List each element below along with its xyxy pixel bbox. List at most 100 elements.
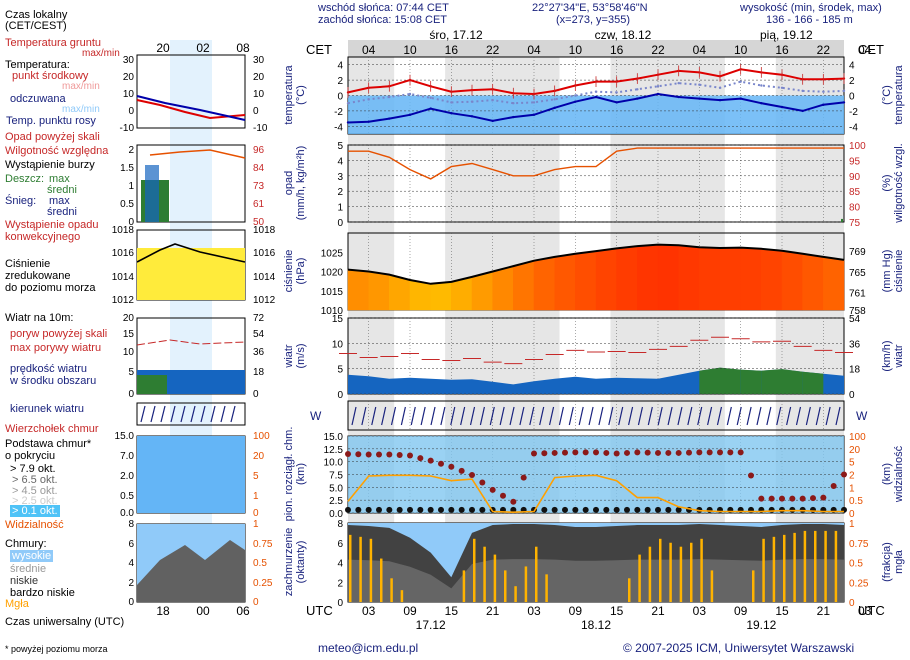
- legend-very-low: bardzo niskie: [10, 587, 75, 599]
- legend-pres-tick-r: 1018: [253, 225, 276, 236]
- cover-tick: 4: [337, 559, 343, 570]
- panel-frame-prec: [347, 144, 845, 223]
- legend-cover-tick: 2: [128, 578, 134, 589]
- axis-precip-unit: (mm/h, kg/m²h): [295, 146, 307, 221]
- temp-tick-left: 2: [337, 76, 343, 87]
- cloud-base-dot: [603, 506, 610, 513]
- legend-rh-tick: 84: [253, 163, 265, 174]
- axis-cloud: pion. rozciągł. chm.: [283, 427, 295, 522]
- elevation-title: wysokość (min, środek, max): [740, 2, 882, 14]
- temp-point: [408, 92, 412, 96]
- temp-point: [677, 95, 680, 99]
- legend-okt-4: > 2.5 okt.: [12, 495, 58, 507]
- cet-tick: 22: [817, 43, 831, 57]
- cloud-top-dot: [820, 494, 827, 501]
- legend-top-tick: 20: [156, 41, 170, 55]
- fog-tick: 0.5: [849, 559, 863, 570]
- cloud-top-dot: [799, 495, 806, 502]
- fog-bar: [380, 558, 383, 602]
- cloud-top-dot: [737, 449, 744, 456]
- legend-okt-1: > 7.9 okt.: [10, 463, 56, 475]
- legend-bottom-tick: 18: [156, 604, 170, 618]
- elevation-values: 136 - 166 - 185 m: [766, 14, 853, 26]
- legend-temp-tick-r: 20: [253, 72, 265, 83]
- cet-tick: 16: [775, 43, 789, 57]
- pressure-mmhg-tick: 761: [849, 288, 866, 299]
- utc-tick: 03: [527, 604, 541, 618]
- fog-bar: [793, 532, 796, 602]
- axis-temperature: temperatura: [283, 64, 295, 124]
- contact-email[interactable]: meteo@icm.edu.pl: [318, 641, 419, 655]
- wind-kmh-tick: 0: [849, 390, 855, 401]
- cet-tick: 04: [527, 43, 541, 57]
- legend-prec-tick: 2: [128, 145, 134, 156]
- fog-bar: [514, 586, 517, 602]
- fog-tick: 0.75: [849, 539, 869, 550]
- cloud-top-dot: [438, 460, 444, 467]
- utc-tick: 03: [858, 604, 872, 618]
- rh-tick: 95: [849, 156, 861, 167]
- legend-pres-tick: 1018: [112, 225, 135, 236]
- prec-tick: 0: [337, 218, 343, 229]
- legend-rh-tick: 61: [253, 199, 265, 210]
- utc-tick: 03: [362, 604, 376, 618]
- temp-point: [429, 96, 432, 100]
- pressure-segment: [575, 250, 597, 311]
- cloud-base-dot: [541, 506, 548, 513]
- wind-arrow: [509, 406, 515, 426]
- axis-cover-unit: (oktanty): [295, 541, 307, 584]
- raxis-pressure: ciśnienie: [893, 250, 905, 293]
- legend-humidity: Wilgotność względna: [5, 145, 109, 157]
- raxis-wind: wiatr: [893, 344, 905, 369]
- temp-point: [760, 84, 763, 87]
- legend-wind-tick: 20: [123, 313, 135, 324]
- fog-bar: [400, 590, 404, 602]
- legend-wind-tick: 10: [123, 347, 135, 358]
- fog-bar: [824, 530, 827, 602]
- top-day-3: pią, 19.12: [760, 28, 813, 42]
- panel-frame-dir: [347, 400, 845, 431]
- cet-tick: 04: [362, 43, 376, 57]
- legend-cover-area: [137, 540, 245, 602]
- legend-cloud-tick: 0.0: [120, 508, 134, 519]
- legend-bottom-tick: 06: [236, 604, 250, 618]
- cloud-base-dot: [768, 506, 775, 513]
- legend-utc: Czas uniwersalny (UTC): [5, 616, 125, 628]
- cet-tick: 16: [445, 43, 459, 57]
- cloud-base-dot: [407, 506, 413, 513]
- fog-bar: [638, 554, 641, 602]
- axis-wind: wiatr: [283, 344, 295, 369]
- legend-wind-tick-r: 0: [253, 389, 259, 400]
- legend-vis-tick: 20: [253, 451, 265, 462]
- legend-time-local: Czas lokalny: [5, 9, 68, 21]
- cloud-base-dot: [593, 506, 599, 513]
- raxis-temperature: temperatura: [893, 64, 905, 124]
- pressure-tick: 1010: [321, 306, 344, 317]
- legend-snow-bar: [145, 165, 159, 222]
- legend-pres-tick: 1016: [112, 248, 135, 259]
- temp-point: [532, 113, 536, 116]
- bottom-day-3: 19.12: [746, 618, 776, 632]
- wind-arrow: [795, 406, 802, 426]
- pressure-segment: [492, 265, 514, 311]
- cloud-top-dot: [396, 451, 403, 458]
- visibility-line: [347, 474, 844, 514]
- wind-arrow: [697, 406, 703, 426]
- fog-bar: [545, 574, 548, 602]
- temp-point: [718, 98, 722, 102]
- wind-arrow: [647, 406, 653, 426]
- wind-arrow: [786, 406, 792, 426]
- fog-bar: [504, 570, 507, 602]
- wind-arrow: [588, 406, 594, 426]
- legend-temp-tick-r: 0: [253, 106, 259, 117]
- visibility-tick: 0: [849, 509, 855, 520]
- temp-point: [532, 101, 536, 104]
- legend-dew: Temp. punktu rosy: [6, 115, 96, 127]
- cloud-top-dot: [717, 449, 723, 456]
- legend-fog-tick: 0.25: [253, 578, 273, 589]
- visibility-tick: 100: [849, 432, 866, 443]
- temp-point: [388, 95, 391, 99]
- fog-bar: [390, 578, 393, 602]
- legend-ground-temp-mm: max/min: [82, 48, 120, 59]
- wind-strong-segment: [782, 369, 803, 394]
